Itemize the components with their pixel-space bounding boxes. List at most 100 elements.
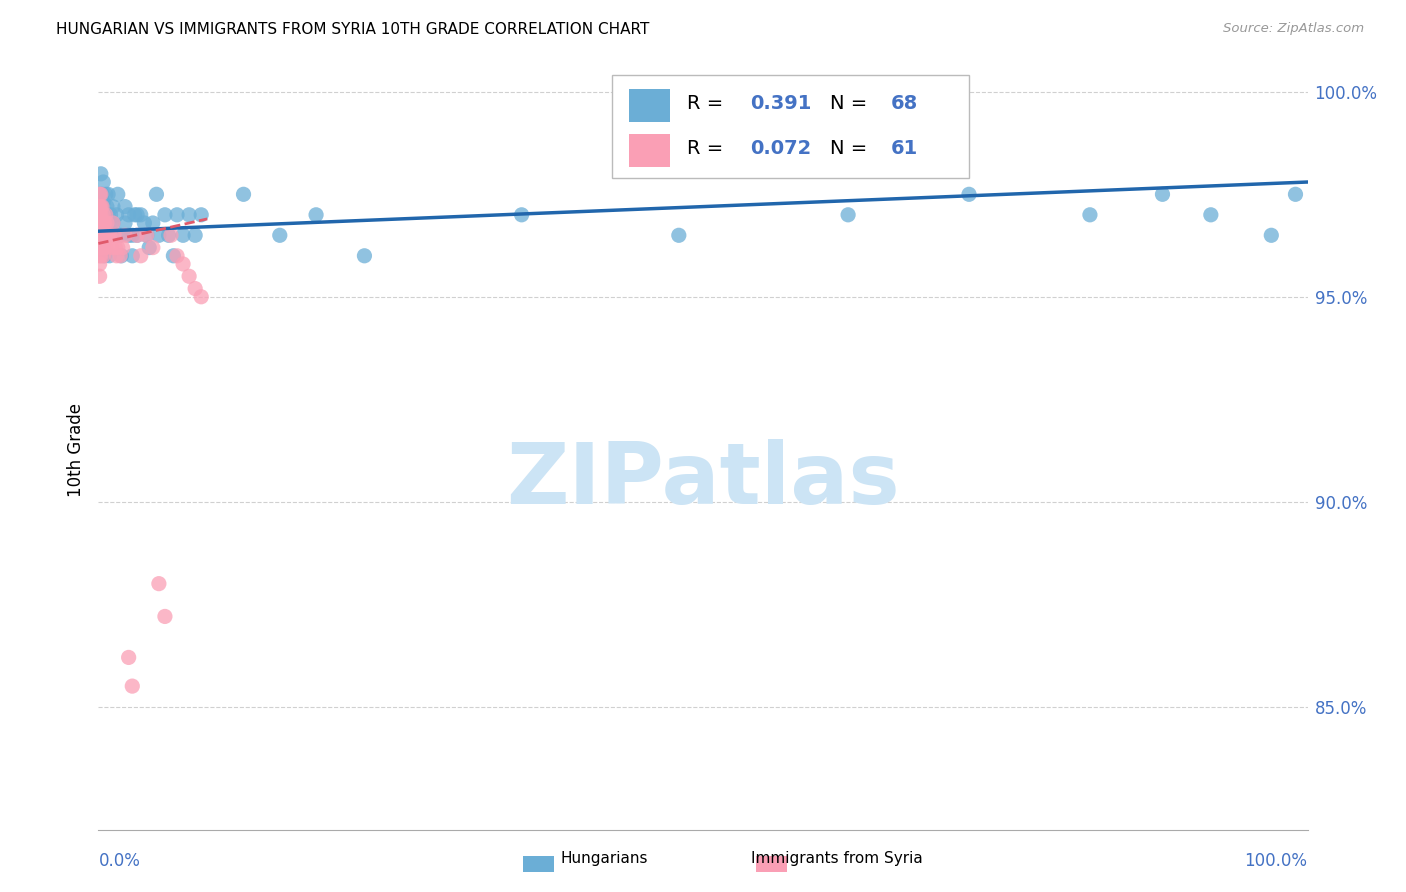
Point	[93, 216, 115, 230]
Point	[129, 208, 152, 222]
Point	[135, 228, 157, 243]
Point	[107, 187, 129, 202]
Point	[97, 208, 120, 222]
Point	[668, 228, 690, 243]
Point	[91, 208, 114, 222]
Point	[108, 249, 131, 263]
Point	[96, 216, 118, 230]
Point	[96, 216, 118, 230]
Point	[94, 187, 117, 202]
Point	[91, 228, 114, 243]
Point	[89, 241, 111, 255]
Point	[90, 208, 112, 222]
Point	[90, 241, 112, 255]
Point	[190, 208, 212, 222]
Text: Hungarians: Hungarians	[561, 852, 648, 866]
Point	[90, 187, 112, 202]
Point	[89, 249, 111, 263]
Point	[90, 187, 112, 202]
Point	[91, 200, 114, 214]
Point	[110, 249, 132, 263]
Point	[100, 241, 122, 255]
Point	[93, 241, 115, 255]
Point	[160, 228, 183, 243]
Point	[118, 208, 141, 222]
Point	[90, 167, 112, 181]
Point	[179, 208, 201, 222]
Point	[98, 249, 121, 263]
Point	[89, 216, 111, 230]
Point	[121, 249, 143, 263]
Point	[91, 195, 114, 210]
Text: Immigrants from Syria: Immigrants from Syria	[751, 852, 922, 866]
Point	[89, 200, 111, 214]
Text: 0.072: 0.072	[751, 139, 811, 159]
Point	[166, 249, 188, 263]
Point	[100, 228, 122, 243]
Point	[91, 216, 114, 230]
Text: 68: 68	[890, 95, 918, 113]
Point	[101, 200, 124, 214]
Point	[89, 187, 111, 202]
Point	[100, 228, 122, 243]
Point	[305, 208, 328, 222]
Point	[91, 208, 114, 222]
Point	[96, 228, 118, 243]
Point	[118, 650, 141, 665]
Point	[91, 228, 114, 243]
Point	[142, 241, 165, 255]
Point	[162, 249, 184, 263]
Point	[121, 228, 143, 243]
Point	[91, 216, 114, 230]
Point	[232, 187, 254, 202]
Text: N =: N =	[830, 139, 873, 159]
Point	[90, 216, 112, 230]
Point	[101, 216, 124, 230]
Point	[1260, 228, 1282, 243]
Point	[94, 241, 117, 255]
Point	[89, 200, 111, 214]
Point	[93, 228, 115, 243]
Point	[91, 216, 114, 230]
Point	[142, 216, 165, 230]
Point	[111, 241, 134, 255]
Point	[118, 228, 141, 243]
Point	[153, 609, 176, 624]
Point	[89, 257, 111, 271]
Point	[90, 200, 112, 214]
Point	[135, 228, 157, 243]
Point	[166, 208, 188, 222]
Point	[138, 241, 160, 255]
Point	[93, 228, 115, 243]
Point	[98, 216, 121, 230]
Point	[157, 228, 180, 243]
Point	[184, 282, 207, 296]
Point	[90, 249, 112, 263]
Y-axis label: 10th Grade: 10th Grade	[67, 403, 86, 498]
Point	[179, 269, 201, 284]
Text: 61: 61	[890, 139, 918, 159]
Point	[108, 228, 131, 243]
Point	[94, 228, 117, 243]
Point	[148, 228, 170, 243]
Point	[89, 228, 111, 243]
Point	[91, 200, 114, 214]
Bar	[630, 88, 671, 122]
Point	[91, 175, 114, 189]
Point	[105, 249, 128, 263]
Point	[510, 208, 533, 222]
Text: Source: ZipAtlas.com: Source: ZipAtlas.com	[1223, 22, 1364, 36]
Point	[269, 228, 291, 243]
Point	[172, 257, 194, 271]
Text: HUNGARIAN VS IMMIGRANTS FROM SYRIA 10TH GRADE CORRELATION CHART: HUNGARIAN VS IMMIGRANTS FROM SYRIA 10TH …	[56, 22, 650, 37]
Text: 100.0%: 100.0%	[1244, 852, 1308, 871]
Point	[1152, 187, 1174, 202]
Point	[105, 208, 128, 222]
Point	[91, 249, 114, 263]
Point	[91, 241, 114, 255]
Point	[121, 679, 143, 693]
Text: 0.0%: 0.0%	[98, 852, 141, 871]
Point	[129, 249, 152, 263]
Point	[91, 187, 114, 202]
Point	[127, 228, 149, 243]
